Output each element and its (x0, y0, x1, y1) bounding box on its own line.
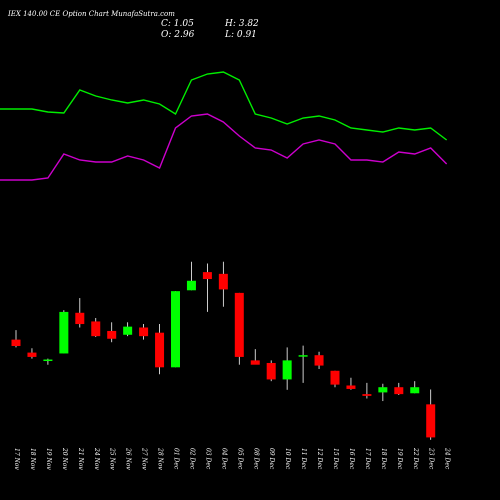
x-tick-label: 18 Nov (29, 448, 36, 470)
candle-body (282, 360, 292, 380)
candle-body (107, 330, 117, 339)
candle (410, 381, 420, 394)
candle (282, 347, 292, 390)
chart-title: IEX 140.00 CE Option Chart MunafaSutra.c… (7, 10, 175, 18)
close-label: C: 1.05 (161, 19, 194, 29)
x-tick-label: 09 Dec (268, 448, 275, 470)
indicator-lines (0, 71, 448, 181)
x-tick-label: 16 Dec (348, 448, 355, 470)
candle-body (410, 387, 420, 394)
x-tick-label: 05 Dec (236, 448, 243, 470)
x-tick-label: 20 Nov (61, 447, 68, 470)
candle-body (155, 332, 165, 368)
candle (11, 330, 21, 348)
candle (394, 382, 404, 395)
candle (250, 349, 260, 365)
x-axis-ticks: 17 Nov 18 Nov 19 Nov 20 Nov 21 Nov 24 Nov 25 N… (13, 447, 451, 470)
candle-body (139, 327, 149, 337)
candle-body (266, 362, 276, 380)
x-tick-label: 19 Dec (396, 448, 403, 470)
candle-body (27, 352, 37, 357)
candle (202, 263, 212, 312)
x-tick-label: 21 Nov (77, 447, 84, 470)
x-tick-label: 19 Nov (45, 448, 52, 470)
x-tick-label: 03 Dec (204, 448, 211, 470)
candle-body (59, 311, 69, 354)
candle-body (298, 355, 308, 357)
x-tick-label: 08 Dec (252, 448, 259, 470)
candle-body (171, 291, 180, 368)
candle-body (202, 272, 212, 280)
candle (234, 292, 244, 365)
candle-body (75, 312, 85, 325)
x-tick-label: 24 Dec (444, 447, 451, 470)
candle-body (43, 359, 53, 362)
candle (266, 360, 276, 382)
x-tick-label: 17 Dec (364, 448, 371, 470)
candle-body (362, 394, 372, 396)
x-tick-label: 18 Dec (380, 448, 387, 470)
candle-body (234, 292, 244, 357)
x-tick-label: 23 Dec (428, 447, 435, 470)
x-tick-label: 01 Dec (173, 448, 180, 470)
candle-body (394, 387, 404, 395)
candle (218, 261, 228, 307)
candle (91, 317, 101, 338)
x-tick-label: 17 Nov (13, 448, 20, 470)
candle-body (186, 280, 196, 291)
low-label: L: 0.91 (224, 30, 257, 40)
candles (11, 261, 436, 440)
candle-body (91, 321, 101, 337)
candle-body (218, 273, 228, 290)
candle (123, 322, 133, 337)
candle (186, 261, 196, 291)
candle (362, 382, 372, 399)
high-label: H: 3.82 (224, 19, 259, 29)
candle-body (378, 387, 388, 393)
candle-body (11, 339, 21, 347)
lower-line (0, 113, 448, 181)
candle-body (314, 355, 324, 366)
candle-body (330, 370, 340, 385)
x-tick-label: 26 Nov (125, 447, 132, 470)
candle (314, 351, 324, 370)
candle (171, 291, 180, 368)
candle (155, 324, 165, 375)
candle (330, 370, 340, 388)
x-tick-label: 22 Dec (412, 447, 419, 470)
x-tick-label: 11 Dec (300, 448, 307, 470)
candle (75, 298, 85, 328)
x-tick-label: 12 Dec (316, 448, 323, 470)
candle-body (346, 385, 356, 389)
open-label: O: 2.96 (161, 30, 195, 40)
x-tick-label: 04 Dec (220, 448, 227, 470)
candle (139, 324, 149, 340)
x-tick-label: 25 Nov (109, 447, 116, 470)
candle-body (426, 404, 436, 438)
candle (378, 383, 388, 402)
candle-body (250, 360, 260, 365)
candle (426, 389, 436, 440)
candle (59, 310, 69, 354)
x-tick-label: 10 Dec (284, 448, 291, 470)
x-tick-label: 15 Dec (332, 448, 339, 470)
x-tick-label: 28 Nov (157, 447, 164, 470)
x-tick-label: 02 Dec (188, 448, 195, 470)
candle (298, 345, 308, 383)
candle (27, 348, 37, 359)
x-tick-label: 24 Nov (93, 447, 100, 470)
candle (43, 358, 53, 365)
candle (107, 322, 117, 343)
candle-body (123, 326, 133, 335)
x-tick-label: 27 Nov (141, 447, 148, 470)
upper-line (0, 71, 448, 141)
candle (346, 377, 356, 390)
